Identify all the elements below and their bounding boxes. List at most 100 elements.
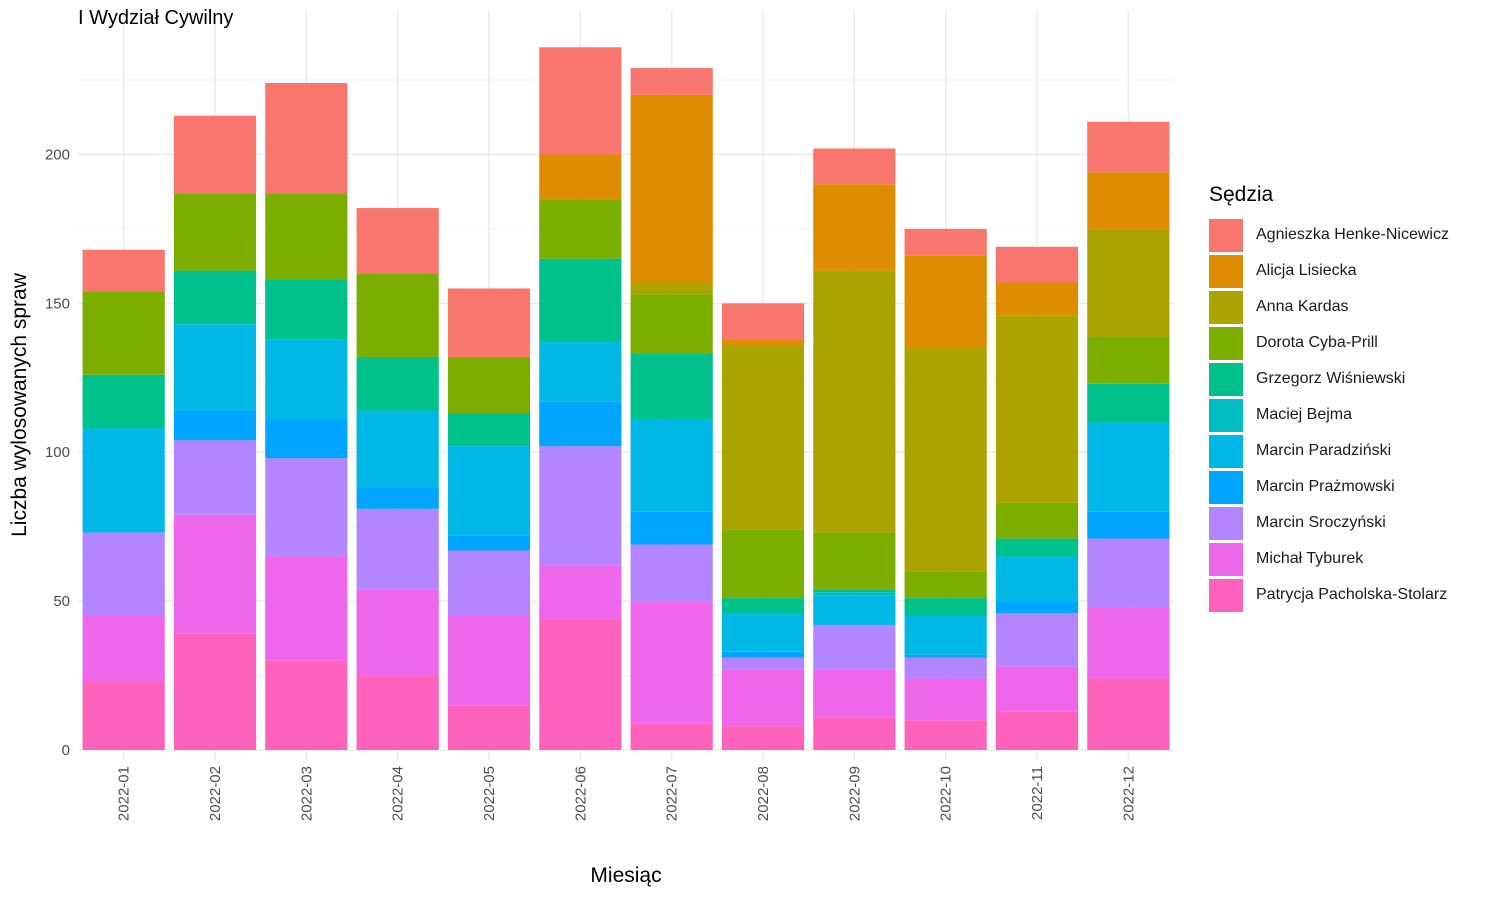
bar-segment-2022-05-dorota-cyba-prill bbox=[447, 356, 531, 414]
bar-segment-2022-09-marcin-sroczy-ski bbox=[813, 624, 896, 670]
bar-segment-2022-11-micha-tyburek bbox=[995, 666, 1079, 712]
legend-item: Marcin Paradziński bbox=[1209, 433, 1449, 469]
legend-swatch bbox=[1209, 290, 1243, 324]
bar-segment-2022-01-patrycja-pacholska-stolarz bbox=[82, 681, 165, 750]
bar-segment-2022-03-agnieszka-henke-nicewicz bbox=[265, 83, 348, 194]
legend-swatch bbox=[1209, 542, 1243, 576]
bar-segment-2022-07-marcin-pra-mowski bbox=[630, 511, 713, 545]
bar-segment-2022-06-marcin-paradzi-ski bbox=[539, 342, 622, 402]
x-axis-label: Miesiąc bbox=[590, 864, 662, 887]
bar-segment-2022-01-dorota-cyba-prill bbox=[82, 291, 165, 375]
bar-segment-2022-07-marcin-sroczy-ski bbox=[630, 544, 713, 602]
x-tick-label: 2022-04 bbox=[390, 766, 407, 821]
bar-segment-2022-02-marcin-paradzi-ski bbox=[173, 324, 257, 411]
x-tick-label: 2022-07 bbox=[664, 766, 681, 821]
bar-segment-2022-06-dorota-cyba-prill bbox=[539, 199, 622, 259]
x-tick-label: 2022-08 bbox=[755, 766, 772, 821]
legend-item: Patrycja Pacholska-Stolarz bbox=[1209, 577, 1449, 613]
bar-segment-2022-04-marcin-pra-mowski bbox=[356, 487, 439, 509]
legend-swatch bbox=[1209, 326, 1243, 360]
legend-item: Alicja Lisiecka bbox=[1209, 253, 1449, 289]
bar-segment-2022-11-dorota-cyba-prill bbox=[995, 502, 1079, 539]
bar-segment-2022-09-agnieszka-henke-nicewicz bbox=[813, 148, 896, 185]
bar-segment-2022-03-marcin-pra-mowski bbox=[265, 419, 348, 459]
bar-segment-2022-04-dorota-cyba-prill bbox=[356, 273, 439, 357]
y-tick-label: 0 bbox=[62, 742, 70, 759]
bar-segment-2022-07-grzegorz-wi-niewski bbox=[630, 353, 713, 420]
legend-swatch bbox=[1209, 578, 1243, 612]
legend-label: Marcin Paradziński bbox=[1256, 442, 1392, 459]
bar-segment-2022-08-marcin-paradzi-ski bbox=[721, 613, 805, 652]
bar-segment-2022-05-marcin-sroczy-ski bbox=[447, 550, 531, 617]
bar-segment-2022-10-dorota-cyba-prill bbox=[904, 571, 987, 599]
legend-items: Agnieszka Henke-Nicewicz Alicja Lisiecka A… bbox=[1209, 217, 1449, 613]
bar-segment-2022-09-grzegorz-wi-niewski bbox=[813, 589, 896, 593]
legend-label: Marcin Prażmowski bbox=[1256, 478, 1395, 495]
bar-segment-2022-06-marcin-pra-mowski bbox=[539, 401, 622, 447]
legend-label: Alicja Lisiecka bbox=[1256, 262, 1357, 279]
bar-segment-2022-12-marcin-sroczy-ski bbox=[1087, 538, 1170, 608]
legend-item: Anna Kardas bbox=[1209, 289, 1449, 325]
legend-swatch bbox=[1209, 506, 1243, 540]
bar-segment-2022-10-micha-tyburek bbox=[904, 678, 987, 721]
bar-segment-2022-11-patrycja-pacholska-stolarz bbox=[995, 711, 1079, 750]
bar-segment-2022-01-marcin-paradzi-ski bbox=[82, 428, 165, 533]
bar-segment-2022-02-marcin-pra-mowski bbox=[173, 410, 257, 441]
bar-segment-2022-11-marcin-paradzi-ski bbox=[995, 556, 1079, 602]
bar-segment-2022-11-anna-kardas bbox=[995, 315, 1079, 503]
bar-segment-2022-09-patrycja-pacholska-stolarz bbox=[813, 717, 896, 750]
y-tick-label: 50 bbox=[53, 593, 70, 610]
bar-segment-2022-12-dorota-cyba-prill bbox=[1087, 336, 1170, 384]
bar-segment-2022-02-agnieszka-henke-nicewicz bbox=[173, 115, 257, 194]
bar-segment-2022-05-marcin-pra-mowski bbox=[447, 535, 531, 551]
bar-segment-2022-09-alicja-lisiecka bbox=[813, 184, 896, 271]
bar-segment-2022-01-grzegorz-wi-niewski bbox=[82, 374, 165, 429]
bar-segment-2022-11-grzegorz-wi-niewski bbox=[995, 538, 1079, 557]
bar-segment-2022-12-micha-tyburek bbox=[1087, 607, 1170, 679]
bar-segment-2022-10-alicja-lisiecka bbox=[904, 255, 987, 349]
x-tick-label: 2022-09 bbox=[846, 766, 863, 821]
bar-segment-2022-04-micha-tyburek bbox=[356, 589, 439, 676]
y-tick-label: 100 bbox=[45, 444, 70, 461]
bar-segment-2022-12-patrycja-pacholska-stolarz bbox=[1087, 678, 1170, 750]
legend-label: Grzegorz Wiśniewski bbox=[1256, 370, 1406, 387]
bar-segment-2022-03-dorota-cyba-prill bbox=[265, 193, 348, 280]
bar-segment-2022-07-marcin-paradzi-ski bbox=[630, 419, 713, 512]
bar-segment-2022-11-marcin-sroczy-ski bbox=[995, 613, 1079, 667]
bar-segment-2022-10-grzegorz-wi-niewski bbox=[904, 598, 987, 617]
bar-segment-2022-08-anna-kardas bbox=[721, 345, 805, 530]
bar-segment-2022-10-anna-kardas bbox=[904, 348, 987, 572]
bar-segment-2022-06-agnieszka-henke-nicewicz bbox=[539, 47, 622, 155]
legend-label: Dorota Cyba-Prill bbox=[1256, 334, 1378, 351]
y-tick-label: 200 bbox=[45, 146, 70, 163]
bar-segment-2022-11-marcin-pra-mowski bbox=[995, 601, 1079, 614]
bar-segment-2022-07-micha-tyburek bbox=[630, 601, 713, 724]
legend-item: Marcin Prażmowski bbox=[1209, 469, 1449, 505]
bar-segment-2022-06-grzegorz-wi-niewski bbox=[539, 258, 622, 343]
bar-segment-2022-04-agnieszka-henke-nicewicz bbox=[356, 208, 439, 274]
bar-segment-2022-04-marcin-sroczy-ski bbox=[356, 508, 439, 590]
bar-segment-2022-05-grzegorz-wi-niewski bbox=[447, 413, 531, 447]
x-tick-label: 2022-01 bbox=[116, 766, 133, 821]
legend-swatch bbox=[1209, 398, 1243, 432]
x-tick-label: 2022-11 bbox=[1029, 766, 1046, 820]
bar-segment-2022-12-agnieszka-henke-nicewicz bbox=[1087, 121, 1170, 173]
legend-label: Anna Kardas bbox=[1256, 298, 1349, 315]
bar-segment-2022-02-grzegorz-wi-niewski bbox=[173, 270, 257, 325]
bar-segment-2022-03-patrycja-pacholska-stolarz bbox=[265, 660, 348, 750]
bar-segment-2022-10-marcin-sroczy-ski bbox=[904, 657, 987, 679]
bar-segment-2022-02-dorota-cyba-prill bbox=[173, 193, 257, 271]
legend-swatch bbox=[1209, 434, 1243, 468]
x-tick-label: 2022-05 bbox=[481, 766, 498, 821]
bar-segment-2022-12-marcin-paradzi-ski bbox=[1087, 422, 1170, 512]
bar-segment-2022-02-micha-tyburek bbox=[173, 514, 257, 634]
bar-segment-2022-08-grzegorz-wi-niewski bbox=[721, 598, 805, 614]
legend-swatch bbox=[1209, 362, 1243, 396]
bar-segment-2022-01-marcin-sroczy-ski bbox=[82, 532, 165, 617]
bar-segment-2022-08-micha-tyburek bbox=[721, 669, 805, 727]
legend-swatch bbox=[1209, 254, 1243, 288]
bar-segment-2022-08-marcin-sroczy-ski bbox=[721, 657, 805, 670]
bar-segment-2022-12-marcin-pra-mowski bbox=[1087, 511, 1170, 539]
bar-segment-2022-02-marcin-sroczy-ski bbox=[173, 440, 257, 515]
